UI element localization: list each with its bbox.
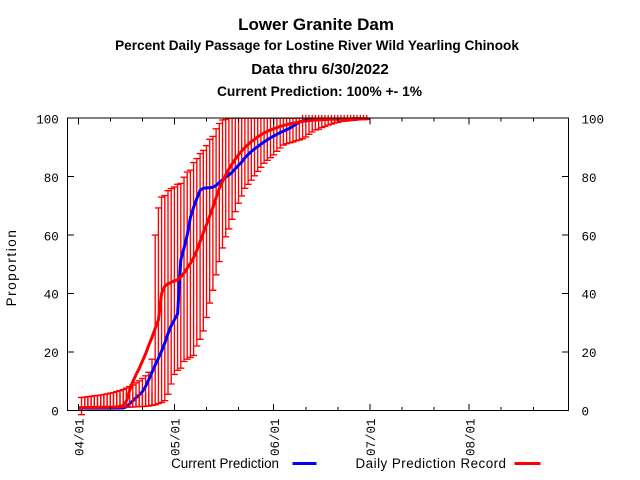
- svg-text:20: 20: [44, 347, 59, 361]
- svg-text:80: 80: [582, 172, 597, 186]
- svg-text:05/01: 05/01: [170, 418, 184, 456]
- svg-text:Percent Daily Passage for Lost: Percent Daily Passage for Lostine River …: [115, 38, 519, 53]
- svg-text:20: 20: [582, 347, 597, 361]
- svg-text:Proportion: Proportion: [4, 229, 19, 307]
- svg-text:0: 0: [582, 406, 590, 420]
- svg-text:100: 100: [582, 114, 605, 128]
- svg-text:Daily Prediction Record: Daily Prediction Record: [356, 456, 507, 471]
- svg-text:08/01: 08/01: [464, 418, 478, 456]
- svg-text:Lower Granite Dam: Lower Granite Dam: [238, 15, 394, 34]
- svg-text:04/01: 04/01: [74, 418, 88, 456]
- svg-text:Data thru 6/30/2022: Data thru 6/30/2022: [251, 61, 389, 78]
- svg-text:60: 60: [44, 230, 59, 244]
- svg-text:0: 0: [51, 406, 59, 420]
- svg-text:Current Prediction: Current Prediction: [171, 456, 279, 471]
- svg-text:60: 60: [582, 230, 597, 244]
- svg-text:Current Prediction: 100% +- 1%: Current Prediction: 100% +- 1%: [217, 84, 422, 99]
- svg-text:80: 80: [44, 172, 59, 186]
- svg-text:06/01: 06/01: [269, 418, 283, 456]
- svg-text:100: 100: [36, 114, 59, 128]
- svg-text:40: 40: [582, 289, 597, 303]
- svg-text:07/01: 07/01: [365, 418, 379, 456]
- svg-text:40: 40: [44, 289, 59, 303]
